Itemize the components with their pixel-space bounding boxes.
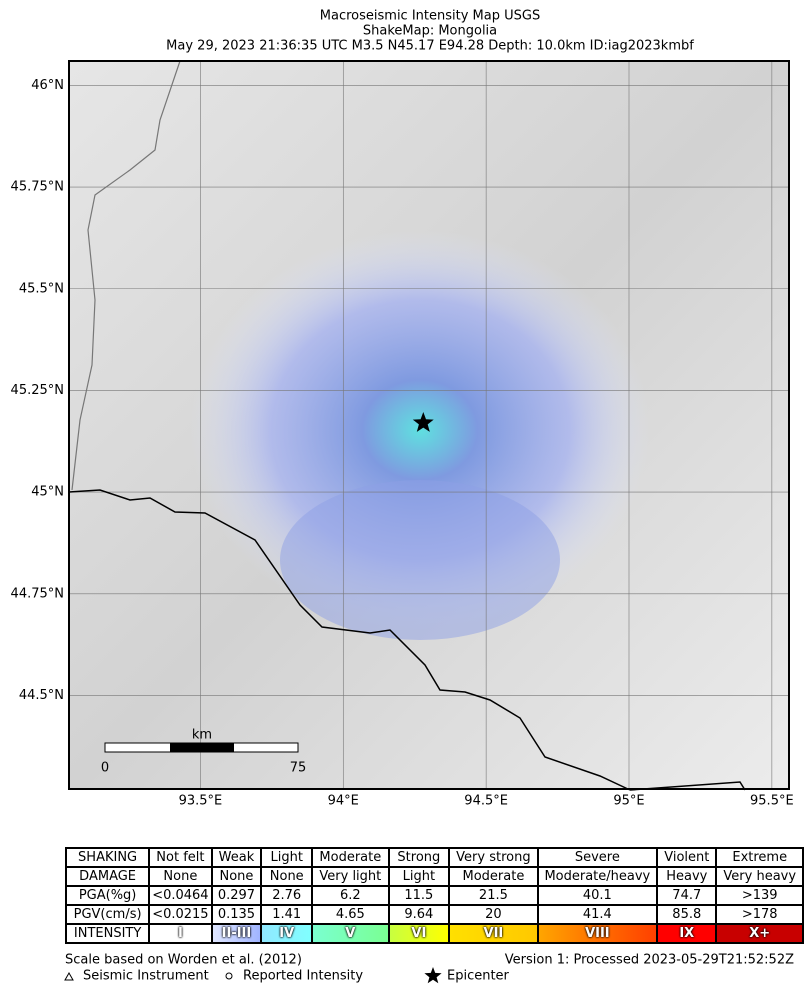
title: Macroseismic Intensity Map USGS bbox=[320, 9, 540, 24]
legend-cell: None bbox=[260, 866, 314, 887]
lat-label: 45.25°N bbox=[11, 383, 64, 398]
legend-cell: Extreme bbox=[715, 847, 804, 868]
epicenter-label: Epicenter bbox=[447, 969, 510, 984]
footer: Scale based on Worden et al. (2012) Vers… bbox=[64, 953, 794, 984]
legend-cell: 0.297 bbox=[210, 885, 263, 906]
legend-cell: Severe bbox=[536, 847, 659, 868]
legend-cell: Very strong bbox=[448, 847, 539, 868]
legend-cell: PGV(cm/s) bbox=[64, 904, 151, 925]
border bbox=[71, 60, 181, 491]
legend-cell: 1.41 bbox=[260, 904, 314, 925]
legend-cell: Moderate bbox=[311, 847, 390, 868]
legend-cell: Not felt bbox=[148, 847, 213, 868]
instrument-icon bbox=[64, 971, 74, 981]
instrument-label: Seismic Instrument bbox=[83, 969, 209, 984]
legend-row: PGA(%g) <0.0464 0.297 2.76 6.2 11.5 21.5 40.1 74… bbox=[64, 885, 804, 906]
legend-cell: X+ bbox=[715, 923, 804, 944]
legend-row: INTENSITY I II-III IV V VI VII VIII IX X+ bbox=[64, 923, 804, 944]
legend-cell: Very light bbox=[311, 866, 390, 887]
legend-cell: PGA(%g) bbox=[64, 885, 151, 906]
legend-row: SHAKING Not felt Weak Light Moderate Strong Ve… bbox=[64, 847, 804, 868]
legend-cell: 9.64 bbox=[387, 904, 451, 925]
lon-label: 94°E bbox=[328, 794, 359, 809]
map-frame bbox=[68, 60, 790, 790]
legend-cell: Moderate/heavy bbox=[536, 866, 659, 887]
legend-cell: Very heavy bbox=[715, 866, 804, 887]
scale-unit: km bbox=[192, 728, 212, 743]
legend-cell: VII bbox=[448, 923, 539, 944]
legend-row: PGV(cm/s) <0.0215 0.135 1.41 4.65 9.64 20 41.4 8… bbox=[64, 904, 804, 925]
legend-cell: Violent bbox=[656, 847, 718, 868]
reported-icon bbox=[225, 972, 233, 980]
scale-bar bbox=[170, 743, 234, 752]
lat-label: 45.5°N bbox=[19, 281, 64, 296]
legend-cell: Moderate bbox=[448, 866, 539, 887]
legend-cell: IV bbox=[260, 923, 314, 944]
legend-cell: Light bbox=[260, 847, 314, 868]
legend-cell: 11.5 bbox=[387, 885, 451, 906]
intensity-shading bbox=[280, 480, 560, 640]
legend-cell: 85.8 bbox=[656, 904, 718, 925]
legend-cell: I bbox=[148, 923, 213, 944]
map-figure: Macroseismic Intensity Map USGS ShakeMap… bbox=[11, 9, 794, 809]
lat-label: 44.5°N bbox=[19, 688, 64, 703]
legend-cell: None bbox=[148, 866, 213, 887]
lat-label: 45.75°N bbox=[11, 180, 64, 195]
scale-start: 0 bbox=[101, 761, 109, 776]
legend-cell: 6.2 bbox=[311, 885, 390, 906]
version: Version 1: Processed 2023-05-29T21:52:52… bbox=[505, 953, 794, 968]
lon-label: 94.5°E bbox=[464, 794, 508, 809]
border bbox=[68, 489, 746, 791]
legend-cell: 0.135 bbox=[210, 904, 263, 925]
legend-cell: 41.4 bbox=[536, 904, 659, 925]
legend-cell: IX bbox=[656, 923, 718, 944]
reported-label: Reported Intensity bbox=[243, 969, 363, 984]
legend-cell: >178 bbox=[715, 904, 804, 925]
legend-cell: 21.5 bbox=[448, 885, 539, 906]
legend-cell: VIII bbox=[536, 923, 659, 944]
legend-cell: Weak bbox=[210, 847, 263, 868]
lon-label: 93.5°E bbox=[179, 794, 223, 809]
lon-label: 95.5°E bbox=[750, 794, 794, 809]
legend-cell: INTENSITY bbox=[64, 923, 151, 944]
epicenter-icon bbox=[424, 967, 442, 984]
legend-cell: 4.65 bbox=[311, 904, 390, 925]
scale-end: 75 bbox=[290, 761, 307, 776]
legend-cell: SHAKING bbox=[64, 847, 151, 868]
lon-label: 95°E bbox=[613, 794, 644, 809]
legend-cell: Heavy bbox=[656, 866, 718, 887]
legend-cell: II-III bbox=[210, 923, 263, 944]
legend-row: DAMAGE None None None Very light Light Moderat… bbox=[64, 866, 804, 887]
legend-table: SHAKING Not felt Weak Light Moderate Strong Ve… bbox=[64, 847, 804, 944]
event-details: May 29, 2023 21:36:35 UTC M3.5 N45.17 E9… bbox=[166, 39, 694, 54]
legend-cell: DAMAGE bbox=[64, 866, 151, 887]
legend-cell: V bbox=[311, 923, 390, 944]
legend-cell: <0.0215 bbox=[148, 904, 213, 925]
legend-cell: Light bbox=[387, 866, 451, 887]
scale-note: Scale based on Worden et al. (2012) bbox=[65, 953, 302, 968]
lat-label: 44.75°N bbox=[11, 586, 64, 601]
subtitle: ShakeMap: Mongolia bbox=[363, 24, 497, 39]
legend-cell: 74.7 bbox=[656, 885, 718, 906]
legend-cell: 40.1 bbox=[536, 885, 659, 906]
legend-cell: <0.0464 bbox=[148, 885, 213, 906]
lat-label: 46°N bbox=[31, 78, 64, 93]
epicenter bbox=[412, 412, 434, 432]
legend-cell: >139 bbox=[715, 885, 804, 906]
legend-cell: Strong bbox=[387, 847, 451, 868]
legend-cell: None bbox=[210, 866, 263, 887]
legend-cell: 20 bbox=[448, 904, 539, 925]
legend-cell: VI bbox=[387, 923, 451, 944]
legend-cell: 2.76 bbox=[260, 885, 314, 906]
lat-label: 45°N bbox=[31, 485, 64, 500]
